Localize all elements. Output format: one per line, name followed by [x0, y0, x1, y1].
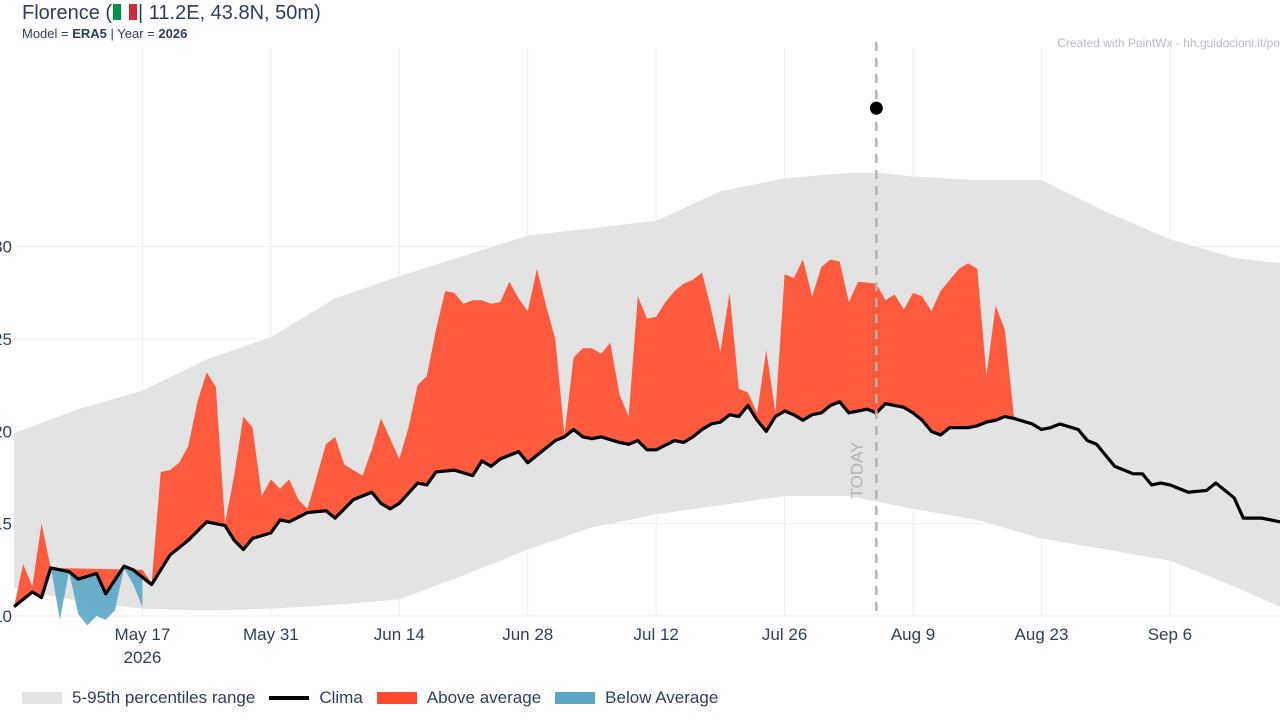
flag-stripe-green — [113, 4, 122, 20]
y-tick-label: 15 — [0, 515, 12, 534]
legend-swatch-above — [376, 692, 417, 704]
italy-flag-icon — [113, 3, 138, 20]
model-label: Model = — [22, 26, 73, 41]
chart-title: Florence ( | 11.2E, 43.8N, 50m) — [22, 2, 321, 25]
x-tick-label: Jun 28 — [502, 625, 553, 644]
axis-layer: 10 15 20 25 30 May 17 2026 May 31 Jun 14 Jun 28 Ju… — [0, 238, 1192, 667]
chart-subtitle: Model = ERA5 | Year = 2026 — [22, 26, 321, 41]
x-tick-label: Sep 6 — [1148, 625, 1192, 644]
legend-label-band: 5-95th percentiles range — [72, 688, 256, 707]
x-tick-label: Jun 14 — [374, 625, 425, 644]
credit-text: Created with PointWx - hh.guidocioni.it/… — [1057, 36, 1280, 50]
legend-item-clima[interactable]: Clima — [269, 688, 363, 708]
x-tick-label: May 17 — [115, 625, 171, 644]
y-tick-label: 30 — [0, 238, 12, 257]
today-label: TODAY — [847, 442, 866, 499]
y-tick-label: 25 — [0, 330, 12, 349]
x-tick-sublabel: 2026 — [124, 648, 162, 667]
above-average-area — [14, 259, 1014, 607]
legend-swatch-band — [22, 692, 62, 704]
location-name: Florence ( — [22, 2, 113, 24]
x-tick-label: May 31 — [243, 625, 299, 644]
coordinates-label: | 11.2E, 43.8N, 50m) — [138, 2, 321, 24]
year-label: | Year = — [106, 26, 159, 41]
legend-swatch-below — [555, 692, 596, 704]
x-tick-label: Jul 26 — [762, 625, 807, 644]
data-layer — [12, 172, 1280, 626]
year-value: 2026 — [158, 26, 188, 41]
latest-value-marker — [869, 101, 883, 115]
flag-stripe-red — [129, 4, 138, 20]
flag-stripe-white — [121, 4, 130, 20]
legend-label-above: Above average — [426, 688, 542, 707]
x-tick-label: Jul 12 — [633, 625, 678, 644]
legend-swatch-clima — [269, 696, 310, 700]
y-tick-label: 20 — [0, 422, 12, 441]
x-tick-label: Aug 23 — [1015, 625, 1069, 644]
legend-label-clima: Clima — [319, 688, 363, 707]
model-value: ERA5 — [72, 26, 107, 41]
legend-item-below[interactable]: Below Average — [555, 688, 718, 708]
y-tick-label: 10 — [0, 607, 12, 626]
legend-label-below: Below Average — [605, 688, 719, 707]
below-average-area — [50, 566, 143, 626]
clima-line — [12, 400, 1280, 609]
legend-item-above[interactable]: Above average — [376, 688, 542, 708]
x-tick-label: Aug 9 — [891, 625, 935, 644]
overlay-layer: TODAY — [847, 42, 883, 616]
legend-item-band[interactable]: 5-95th percentiles range — [22, 688, 255, 708]
title-block: Florence ( | 11.2E, 43.8N, 50m) Model = E… — [22, 2, 321, 41]
legend: 5-95th percentiles range Clima Above ave… — [22, 688, 732, 708]
